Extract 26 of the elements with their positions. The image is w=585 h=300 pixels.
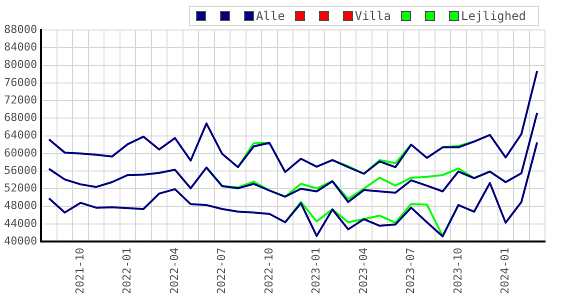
x-tick-label: 2023-01 (310, 248, 323, 294)
x-tick-label: 2023-10 (451, 248, 464, 294)
y-tick-label: 68000 (4, 111, 38, 124)
x-tick-label: 2022-01 (120, 248, 134, 294)
y-tick-label: 72000 (4, 93, 38, 106)
x-tick-label: 2021-10 (73, 248, 86, 294)
x-tick-label: 2023-07 (404, 248, 418, 294)
y-tick-label: 52000 (4, 182, 38, 195)
legend-label: Villa (354, 9, 391, 23)
y-tick-label: 80000 (4, 58, 38, 72)
y-tick-label: 84000 (4, 40, 38, 54)
y-tick-label: 40000 (4, 234, 38, 248)
x-tick-label: 2023-04 (356, 247, 370, 294)
x-tick-label: 2022-07 (215, 248, 228, 294)
y-tick-label: 44000 (4, 216, 38, 230)
y-tick-label: 64000 (4, 128, 38, 142)
x-tick-label: 2022-04 (168, 247, 181, 294)
y-tick-label: 60000 (4, 146, 38, 160)
x-tick-label: 2024-01 (498, 248, 512, 294)
y-tick-label: 76000 (4, 76, 38, 89)
y-tick-label: 88000 (4, 22, 38, 36)
y-tick-label: 56000 (4, 164, 38, 177)
y-tick-label: 48000 (4, 199, 38, 212)
x-tick-label: 2022-10 (262, 248, 276, 294)
legend-label: Lejlighed (460, 9, 526, 23)
legend-label: Alle (256, 9, 285, 23)
